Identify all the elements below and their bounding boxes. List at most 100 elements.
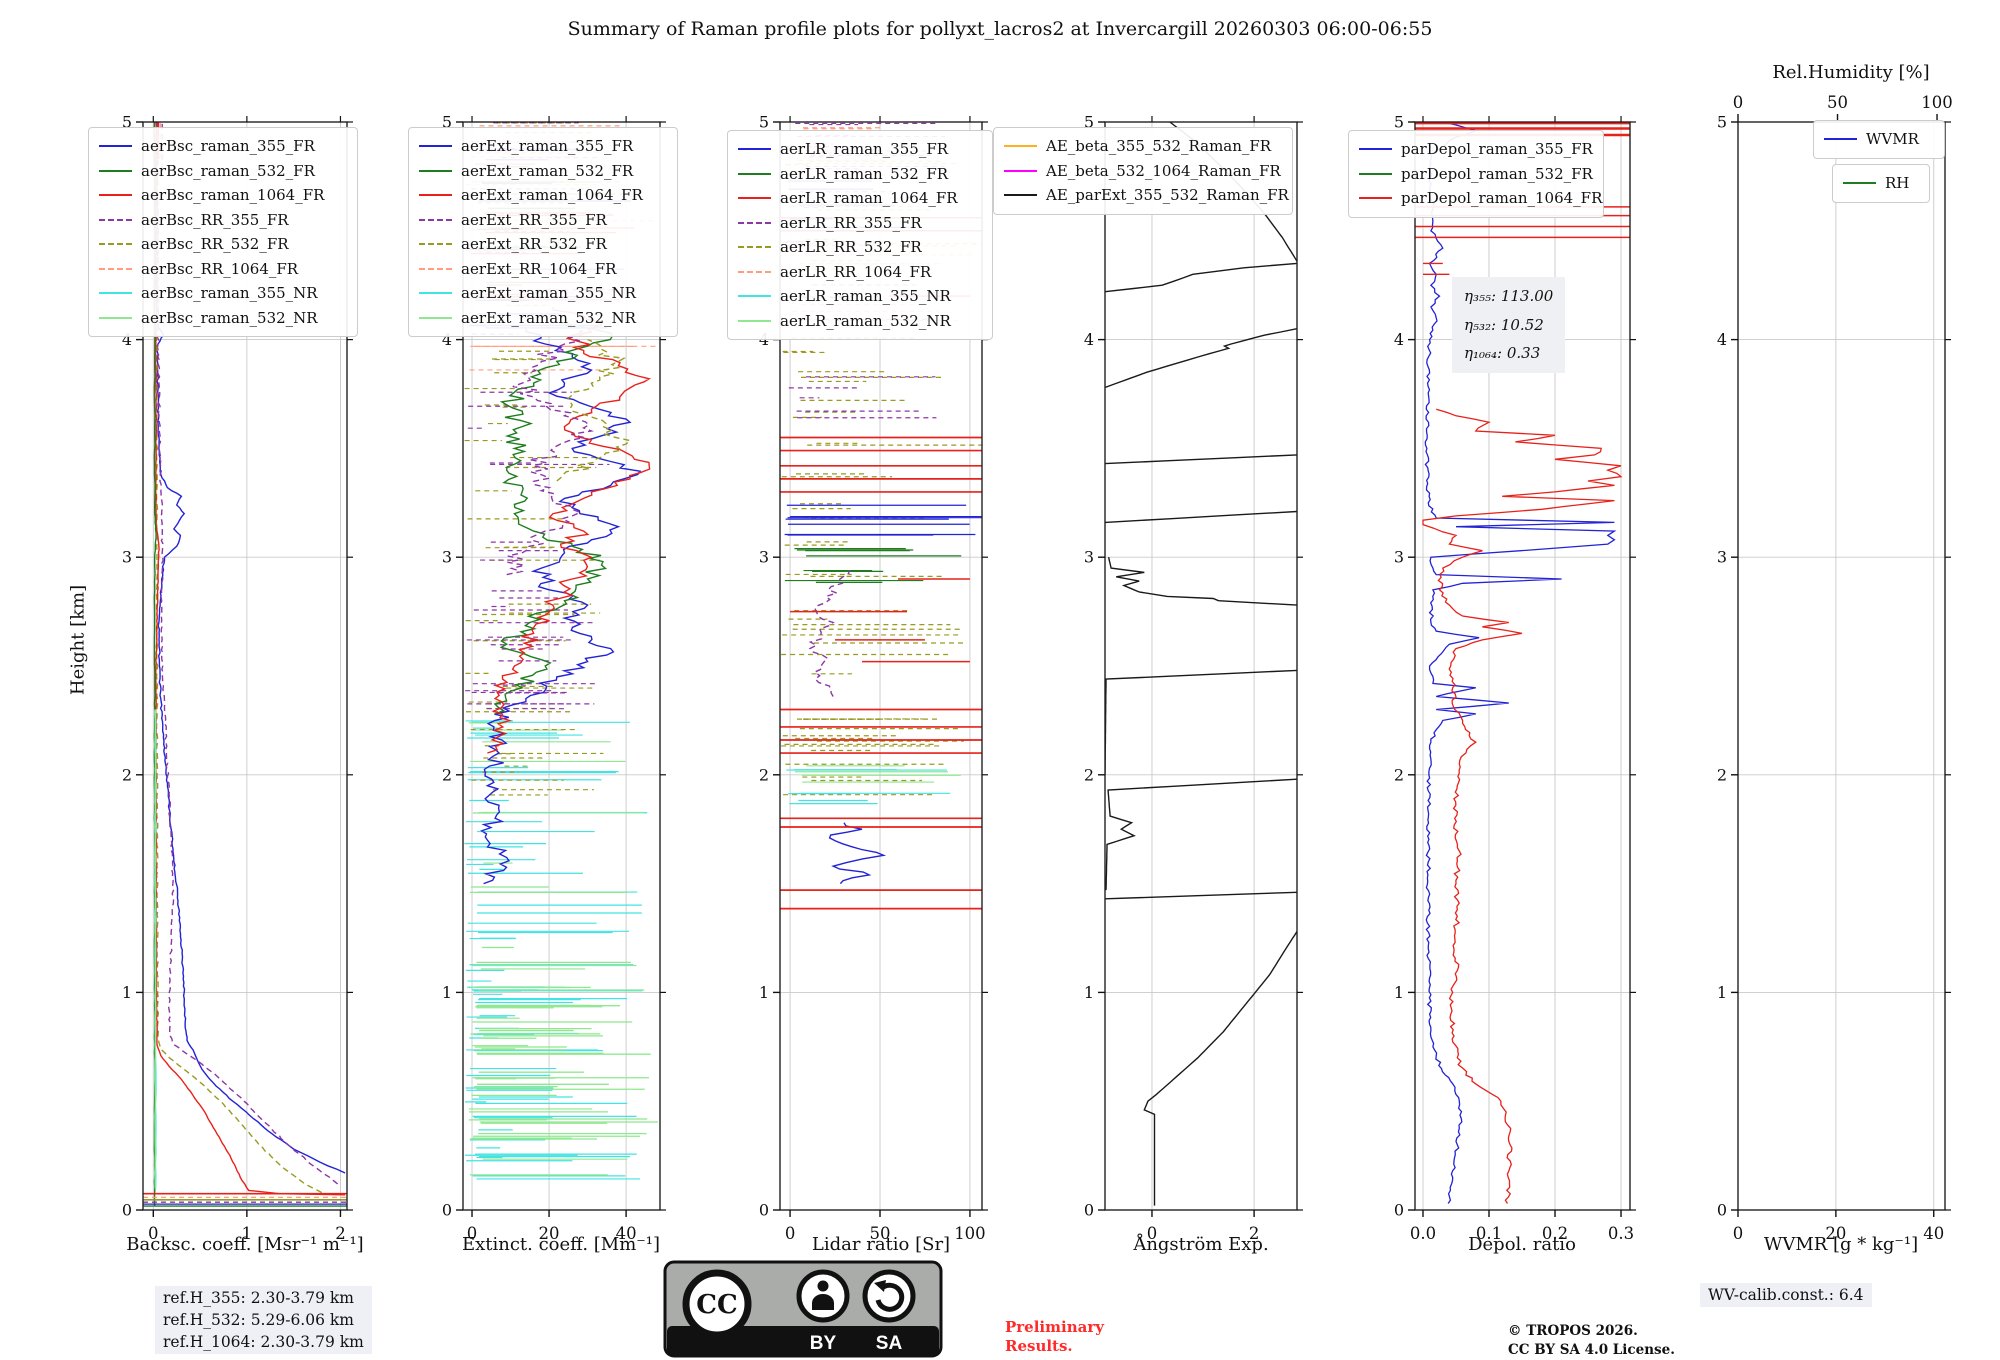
tick-label: 1 <box>1717 983 1727 1002</box>
tick-label: 40 <box>1923 1224 1944 1243</box>
tick-label: 5 <box>1084 113 1094 132</box>
tick-label: 1 <box>442 983 452 1002</box>
profile-line-aerExt_RR_355_FR <box>506 328 595 576</box>
legend-label: aerLR_raman_355_NR <box>780 287 951 306</box>
sa-arrow-head <box>874 1280 886 1292</box>
preliminary-results-note: Preliminary Results. <box>1005 1318 1104 1356</box>
profile-line-AE_parExt_seg8 <box>1105 328 1297 389</box>
sa-arrow-icon <box>862 1269 916 1323</box>
panel-frame <box>462 121 661 1211</box>
legend-item: RH <box>1843 171 1919 196</box>
profile-line-AE_parExt_seg9 <box>1105 262 1297 293</box>
profile-line-aerLR_raman_355_FR <box>828 822 887 885</box>
tick-label: 20 <box>539 1224 560 1243</box>
panel-frame <box>1737 121 1946 1211</box>
legend-item: aerLR_raman_355_FR <box>738 137 982 162</box>
legend-label: aerBsc_raman_355_NR <box>141 284 318 303</box>
tick-label: 4 <box>442 330 452 349</box>
legend-item: aerBsc_raman_355_FR <box>99 134 347 159</box>
legend-item: parDepol_raman_1064_FR <box>1359 186 1602 211</box>
legend-line-sample <box>1004 169 1037 172</box>
legend-item: aerBsc_RR_355_FR <box>99 208 347 233</box>
legend-label: aerBsc_raman_532_FR <box>141 161 315 180</box>
panel-frame <box>1104 121 1298 1211</box>
legend-line-sample <box>99 169 132 172</box>
figure-title: Summary of Raman profile plots for polly… <box>567 18 1433 40</box>
legend-line-sample <box>738 197 771 200</box>
profile-line-aerLR_RR_355_FR <box>808 570 851 697</box>
tick-label: 2 <box>759 765 769 784</box>
tick-label: 1 <box>759 983 769 1002</box>
tick-label: 0 <box>1147 1224 1158 1243</box>
tick-label: 50 <box>870 1224 891 1243</box>
legend-item: aerLR_raman_1064_FR <box>738 186 982 211</box>
tick-label: 0 <box>785 1224 796 1243</box>
legend-line-sample <box>738 246 771 249</box>
tick-label: 3 <box>442 548 452 567</box>
legend-item: aerBsc_RR_1064_FR <box>99 257 347 282</box>
tick-label: 5 <box>442 113 452 132</box>
profile-line-parDepol_raman_355_FR <box>1424 122 1617 1204</box>
legend-line-sample <box>1359 197 1392 200</box>
reference-height-annotation: ref.H_355: 2.30-3.79 km ref.H_532: 5.29-… <box>155 1286 372 1354</box>
wv-calibration-annotation: WV-calib.const.: 6.4 <box>1700 1283 1872 1307</box>
eta-532: η₅₃₂: 10.52 <box>1464 315 1544 334</box>
preliminary-line-1: Preliminary <box>1005 1318 1104 1336</box>
legend-label: aerLR_RR_532_FR <box>780 238 922 257</box>
tick-label: 5 <box>122 113 132 132</box>
legend-label: aerBsc_RR_532_FR <box>141 235 289 254</box>
legend-line-sample <box>419 145 452 148</box>
profile-line-AE_parExt_seg2 <box>1105 891 1297 900</box>
legend-label: parDepol_raman_532_FR <box>1401 164 1593 183</box>
legend-label: aerExt_RR_355_FR <box>461 210 607 229</box>
profile-line-AE_parExt_seg7 <box>1105 454 1297 465</box>
tick-label: 3 <box>1717 548 1727 567</box>
legend-item: aerBsc_RR_532_FR <box>99 232 347 257</box>
legend-label: aerLR_raman_532_FR <box>780 164 949 183</box>
legend-line-sample <box>738 172 771 175</box>
tick-label: 2 <box>122 765 132 784</box>
tick-label: 0 <box>148 1224 159 1243</box>
legend-item: aerLR_raman_532_NR <box>738 309 982 334</box>
panel-depol: 0.0 0.1 0.2 0.3 0 1 2 3 4 5 <box>1394 113 1636 1243</box>
tick-label: 2 <box>335 1224 346 1243</box>
tick-label: 2 <box>1249 1224 1260 1243</box>
legend-label: parDepol_raman_355_FR <box>1401 140 1593 159</box>
by-label: BY <box>810 1333 837 1354</box>
legend-item: AE_parExt_355_532_Raman_FR <box>1004 183 1289 208</box>
legend-line-sample <box>419 169 452 172</box>
panel-frame <box>1414 121 1631 1211</box>
legend-label: AE_parExt_355_532_Raman_FR <box>1046 186 1289 205</box>
legend-label: aerBsc_raman_355_FR <box>141 137 315 156</box>
legend-item: aerBsc_raman_532_FR <box>99 159 347 184</box>
legend-line-sample <box>419 218 452 221</box>
tick-label: 0 <box>1717 1201 1727 1220</box>
xlabel-depol: Depol. ratio <box>1468 1234 1576 1255</box>
by-person-body <box>812 1294 834 1310</box>
legend-line-sample <box>99 243 132 246</box>
legend-line-sample <box>99 292 132 295</box>
ref-h-355: ref.H_355: 2.30-3.79 km <box>163 1289 354 1307</box>
legend-item: aerExt_raman_532_NR <box>419 306 667 331</box>
eta-355: η₃₅₅: 113.00 <box>1464 287 1554 305</box>
tick-label: 50 <box>1827 93 1848 112</box>
legend-label: aerBsc_RR_355_FR <box>141 210 289 229</box>
legend-item: AE_beta_532_1064_Raman_FR <box>1004 159 1282 184</box>
legend-line-sample <box>1004 145 1037 148</box>
legend-line-sample <box>99 194 132 197</box>
legend-item: aerExt_RR_355_FR <box>419 208 667 233</box>
sa-arrow-arc <box>875 1282 905 1312</box>
tick-label: 0 <box>1394 1201 1404 1220</box>
legend-label: AE_beta_532_1064_Raman_FR <box>1046 161 1281 180</box>
legend-item: aerExt_RR_1064_FR <box>419 257 667 282</box>
legend-label: aerBsc_RR_1064_FR <box>141 259 299 278</box>
tick-label: 20 <box>1825 1224 1846 1243</box>
legend-line-sample <box>738 221 771 224</box>
legend-line-sample <box>738 295 771 298</box>
eta-1064: η₁₀₆₄: 0.33 <box>1464 344 1541 362</box>
legend-label: AE_beta_355_532_Raman_FR <box>1046 137 1272 156</box>
legend-line-sample <box>99 218 132 221</box>
legend-item: WVMR <box>1824 127 1934 152</box>
tick-label: 4 <box>1394 330 1404 349</box>
